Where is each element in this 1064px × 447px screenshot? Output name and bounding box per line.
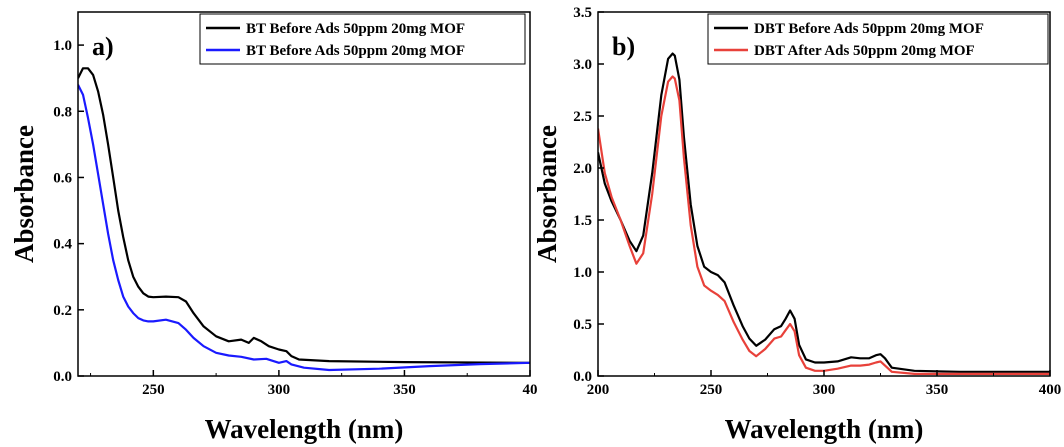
x-tick-label: 250: [142, 382, 165, 398]
series-line-2: [598, 75, 1050, 375]
legend-box: [199, 13, 526, 65]
panel-label: a): [92, 32, 114, 61]
series-line-1: [78, 67, 530, 364]
x-tick-label: 40: [523, 382, 538, 398]
y-tick-label: 3.5: [573, 5, 592, 21]
y-tick-label: 0.4: [53, 237, 72, 253]
legend-box: [707, 13, 1049, 65]
y-tick-label: 0.0: [573, 369, 592, 385]
y-tick-label: 2.0: [573, 161, 592, 177]
x-tick-label: 200: [587, 382, 610, 398]
y-tick-label: 0.2: [53, 303, 72, 319]
y-tick-label: 3.0: [573, 57, 592, 73]
series-line-2: [78, 84, 530, 372]
y-tick-label: 0.8: [53, 104, 72, 120]
legend-entry: DBT Before Ads 50ppm 20mg MOF: [754, 21, 984, 37]
x-tick-label: 250: [700, 382, 723, 398]
y-axis-title: Absorbance: [9, 125, 39, 263]
panel-a: 250 300 350 40 0.0 0.2 0.4 0.6 0.8 1.0 Wavelength …: [9, 11, 538, 444]
legend-entry: BT Before Ads 50ppm 20mg MOF: [246, 43, 465, 59]
x-tick-label: 350: [926, 382, 949, 398]
series-line-1: [598, 52, 1050, 373]
y-tick-label: 0.5: [573, 317, 592, 333]
x-axis-title: Wavelength (nm): [205, 414, 404, 444]
x-tick-label: 400: [1039, 382, 1062, 398]
plot-frame: [77, 11, 531, 377]
y-tick-label: 1.5: [573, 213, 592, 229]
x-axis-title: Wavelength (nm): [725, 414, 924, 444]
y-tick-label: 2.5: [573, 109, 592, 125]
x-tick-label: 300: [268, 382, 291, 398]
y-tick-label: 1.0: [573, 265, 592, 281]
x-tick-label: 300: [813, 382, 836, 398]
y-axis-title: Absorbance: [532, 125, 562, 263]
panel-b: 200 250 300 350 400 0.0 0.5 1.0 1.5 2.0 2.5 3.0 3.5 W…: [532, 5, 1061, 444]
panel-label: b): [612, 32, 635, 61]
x-tick-label: 350: [393, 382, 416, 398]
legend-entry: DBT After Ads 50ppm 20mg MOF: [754, 43, 975, 59]
legend-entry: BT Before Ads 50ppm 20mg MOF: [246, 21, 465, 37]
y-tick-label: 0.0: [53, 369, 72, 385]
y-tick-label: 1.0: [53, 38, 72, 54]
y-tick-label: 0.6: [53, 170, 72, 186]
